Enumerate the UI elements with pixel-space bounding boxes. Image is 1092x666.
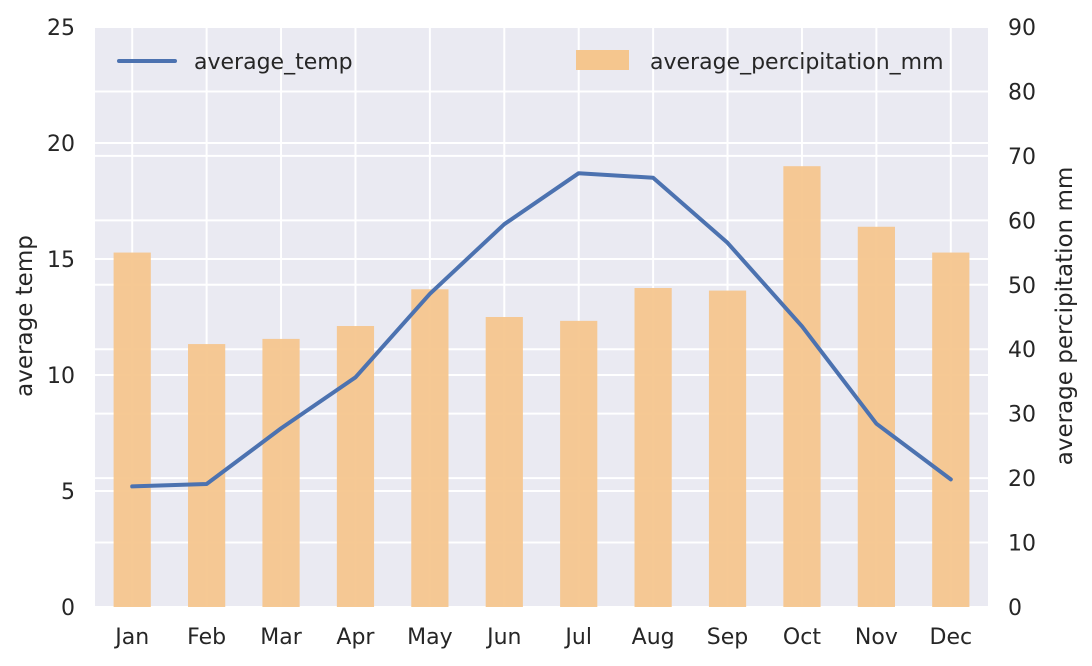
x-tick-label: Sep <box>707 625 748 650</box>
right-tick-label: 90 <box>1008 16 1036 41</box>
left-axis: 0 5 10 15 20 25 <box>47 16 75 621</box>
bar-dec <box>932 252 970 608</box>
bar-apr <box>336 326 375 607</box>
right-tick-label: 10 <box>1008 532 1036 557</box>
legend-precip: average_percipitation_mm <box>576 50 944 75</box>
right-tick-label: 60 <box>1008 209 1036 234</box>
right-tick-label: 20 <box>1008 467 1036 492</box>
left-tick-label: 25 <box>47 16 75 41</box>
right-axis-title: average percipitation mm <box>1052 167 1078 465</box>
bar-jul <box>560 320 598 607</box>
x-tick-label: Jun <box>485 625 521 650</box>
x-tick-label: Jul <box>563 625 592 650</box>
average-temp-line <box>130 171 953 489</box>
x-tick-label: Oct <box>783 625 821 650</box>
legend-temp-label: average_temp <box>194 50 353 75</box>
bar-sep <box>708 290 747 607</box>
right-tick-label: 70 <box>1008 145 1036 170</box>
bars <box>113 166 970 608</box>
left-tick-label: 5 <box>61 480 75 505</box>
bar-mar <box>262 338 300 607</box>
right-tick-label: 40 <box>1008 338 1036 363</box>
left-tick-label: 20 <box>47 132 75 157</box>
x-axis: Jan Feb Mar Apr May Jun Jul Aug Sep Oct Nov Dec <box>113 625 972 650</box>
right-tick-label: 30 <box>1008 403 1036 428</box>
bar-oct <box>783 166 821 607</box>
legend-temp: average_temp <box>117 50 353 75</box>
bar-aug <box>634 288 672 607</box>
x-tick-label: Dec <box>930 625 973 650</box>
x-tick-label: Jan <box>113 625 149 650</box>
left-tick-label: 0 <box>61 596 75 621</box>
x-tick-label: Apr <box>336 625 375 650</box>
x-tick-label: Aug <box>632 625 675 650</box>
left-tick-label: 15 <box>47 248 75 273</box>
x-tick-label: Mar <box>260 625 302 650</box>
left-tick-label: 10 <box>47 364 75 389</box>
x-tick-label: May <box>407 625 452 650</box>
right-tick-label: 0 <box>1008 596 1022 621</box>
bar-jan <box>113 252 151 608</box>
x-tick-label: Feb <box>187 625 226 650</box>
left-axis-title: average temp <box>12 235 38 397</box>
x-tick-label: Nov <box>855 625 898 650</box>
legend-precip-swatch <box>576 50 629 70</box>
bar-nov <box>857 226 895 607</box>
bar-may <box>411 289 449 607</box>
bar-jun <box>485 317 523 607</box>
right-tick-label: 80 <box>1008 80 1036 105</box>
right-axis: 0 10 20 30 40 50 60 70 80 90 <box>1008 16 1036 621</box>
temp-line-layer <box>130 171 953 489</box>
right-tick-label: 50 <box>1008 274 1036 299</box>
plot-background <box>95 27 988 607</box>
legend-precip-label: average_percipitation_mm <box>650 50 944 75</box>
